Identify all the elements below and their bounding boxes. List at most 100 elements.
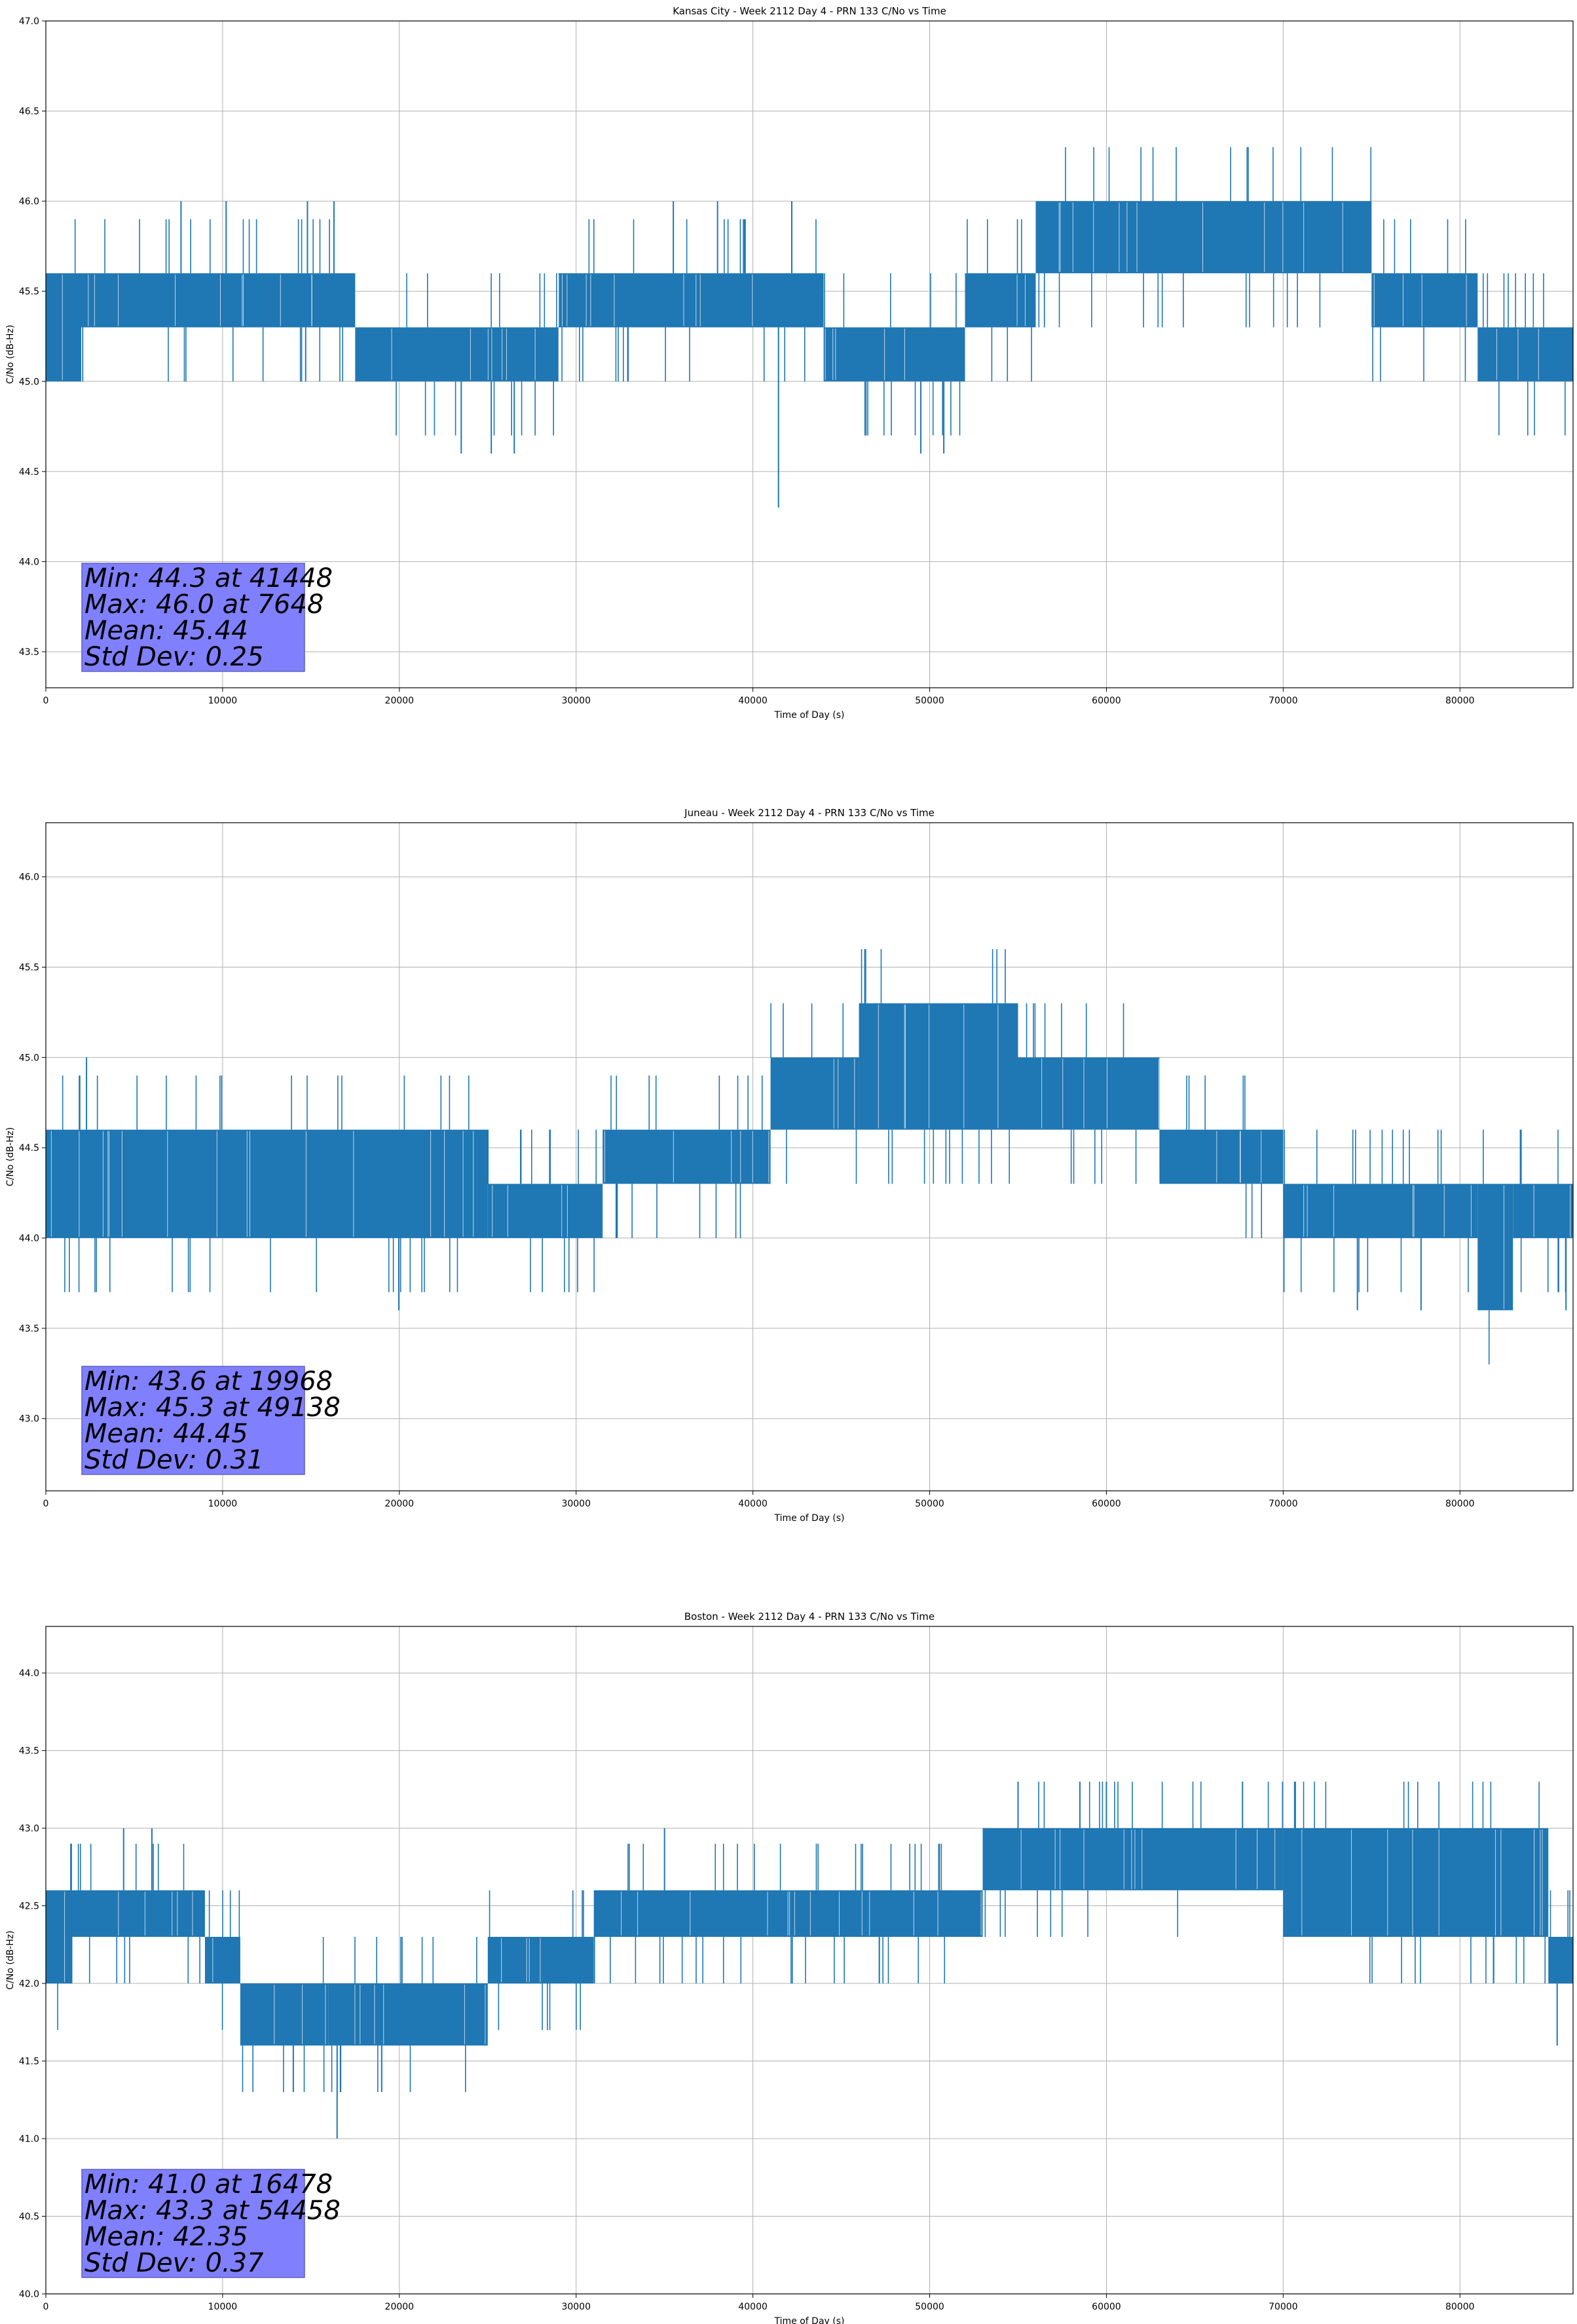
level-band	[1477, 327, 1573, 382]
x-tick-label: 0	[43, 2302, 49, 2312]
level-band	[81, 273, 356, 328]
x-tick-label: 30000	[561, 696, 591, 706]
y-tick-label: 42.0	[19, 1979, 39, 1989]
y-tick-label: 41.5	[19, 2057, 39, 2067]
x-tick-label: 40000	[738, 1499, 768, 1509]
chart-panel-0: 0 10000 20000 30000 40000 50000 60000 70000 8000…	[5, 5, 1574, 721]
level-band	[328, 1983, 488, 2046]
y-axis-label: C/No (dB-Hz)	[5, 1127, 16, 1186]
y-tick-label: 46.5	[19, 107, 39, 117]
x-axis-label: Time of Day (s)	[774, 2316, 845, 2324]
x-tick-label: 0	[43, 1499, 49, 1509]
chart-panel-1: 0 10000 20000 30000 40000 50000 60000 70000 8000…	[5, 807, 1574, 1524]
x-axis-label: Time of Day (s)	[774, 1513, 845, 1524]
y-tick-label: 43.0	[19, 1414, 39, 1425]
x-tick-label: 20000	[385, 696, 415, 706]
level-band	[982, 1828, 1284, 1890]
y-tick-label: 43.5	[19, 1746, 39, 1757]
x-tick-label: 50000	[915, 1499, 944, 1509]
level-band	[1283, 1828, 1549, 1937]
level-band	[1035, 201, 1372, 274]
stat-std: Std Dev: 0.31	[84, 1445, 264, 1475]
x-tick-label: 40000	[738, 696, 768, 706]
level-band	[487, 1184, 603, 1239]
level-band	[965, 273, 1036, 328]
x-tick-label: 30000	[561, 2302, 591, 2312]
y-axis-label: C/No (dB-Hz)	[5, 325, 16, 384]
level-band	[240, 1983, 329, 2046]
x-tick-label: 20000	[385, 2302, 415, 2312]
stat-std: Std Dev: 0.37	[84, 2248, 264, 2278]
chart-title: Juneau - Week 2112 Day 4 - PRN 133 C/No …	[684, 807, 935, 819]
cno-series	[46, 147, 1573, 508]
y-tick-label: 40.0	[19, 2289, 39, 2300]
x-tick-label: 60000	[1092, 1499, 1121, 1509]
y-tick-label: 44.0	[19, 557, 39, 567]
level-band	[1018, 1057, 1160, 1130]
stat-std: Std Dev: 0.25	[84, 642, 264, 672]
axes-frame	[45, 1626, 1574, 2295]
y-tick-label: 45.5	[19, 287, 39, 297]
cno-series	[46, 1781, 1573, 2139]
y-tick-label: 46.0	[19, 872, 39, 883]
y-tick-label: 40.5	[19, 2212, 39, 2222]
level-band	[46, 1129, 488, 1239]
level-band	[1371, 273, 1478, 328]
x-tick-label: 70000	[1269, 696, 1298, 706]
chart-panel-2: 0 10000 20000 30000 40000 50000 60000 70000 8000…	[5, 1611, 1574, 2324]
y-tick-label: 47.0	[19, 16, 39, 27]
x-tick-label: 10000	[208, 1499, 238, 1509]
y-tick-label: 44.5	[19, 1143, 39, 1153]
stat-min: Min: 43.6 at 19968	[84, 1366, 333, 1396]
y-tick-label: 43.5	[19, 1324, 39, 1334]
level-band	[1477, 1184, 1513, 1311]
chart-title: Kansas City - Week 2112 Day 4 - PRN 133 …	[673, 5, 946, 17]
stats-box-bg	[81, 563, 305, 672]
x-tick-label: 0	[43, 696, 49, 706]
level-band	[1283, 1184, 1478, 1239]
x-tick-label: 60000	[1092, 696, 1121, 706]
level-band	[487, 1936, 594, 1984]
level-band	[1159, 1129, 1284, 1184]
y-tick-label: 46.0	[19, 197, 39, 207]
x-tick-label: 30000	[561, 1499, 591, 1509]
axes-frame	[45, 20, 1574, 688]
x-tick-label: 10000	[208, 696, 238, 706]
y-tick-label: 44.0	[19, 1668, 39, 1679]
stat-mean: Mean: 42.35	[84, 2222, 248, 2252]
axes-frame	[45, 822, 1574, 1491]
x-tick-label: 40000	[738, 2302, 768, 2312]
y-tick-label: 44.5	[19, 467, 39, 478]
level-band	[603, 1129, 771, 1184]
level-band	[859, 1003, 1018, 1130]
x-tick-label: 80000	[1445, 696, 1475, 706]
x-tick-label: 50000	[915, 696, 944, 706]
y-tick-label: 45.0	[19, 377, 39, 387]
level-band	[1513, 1184, 1573, 1239]
x-tick-label: 50000	[915, 2302, 944, 2312]
y-tick-label: 43.5	[19, 647, 39, 658]
level-band	[204, 1936, 240, 1984]
level-band	[593, 1890, 983, 1937]
y-tick-label: 41.0	[19, 2134, 39, 2145]
level-band	[46, 273, 81, 382]
stat-min: Min: 44.3 at 41448	[84, 563, 333, 593]
stat-mean: Mean: 45.44	[84, 616, 248, 646]
level-band	[1548, 1936, 1573, 1984]
y-tick-label: 45.5	[19, 963, 39, 973]
y-tick-label: 42.5	[19, 1902, 39, 1912]
x-tick-label: 80000	[1445, 1499, 1475, 1509]
y-axis-label: C/No (dB-Hz)	[5, 1930, 16, 1989]
stat-min: Min: 41.0 at 16478	[84, 2169, 333, 2200]
stat-max: Max: 45.3 at 49138	[84, 1393, 341, 1423]
stat-max: Max: 46.0 at 7648	[84, 590, 324, 620]
x-tick-label: 10000	[208, 2302, 238, 2312]
stats-box-bg	[81, 1366, 305, 1475]
level-band	[770, 1057, 859, 1130]
chart-title: Boston - Week 2112 Day 4 - PRN 133 C/No …	[684, 1611, 935, 1622]
level-band	[46, 1890, 73, 1984]
